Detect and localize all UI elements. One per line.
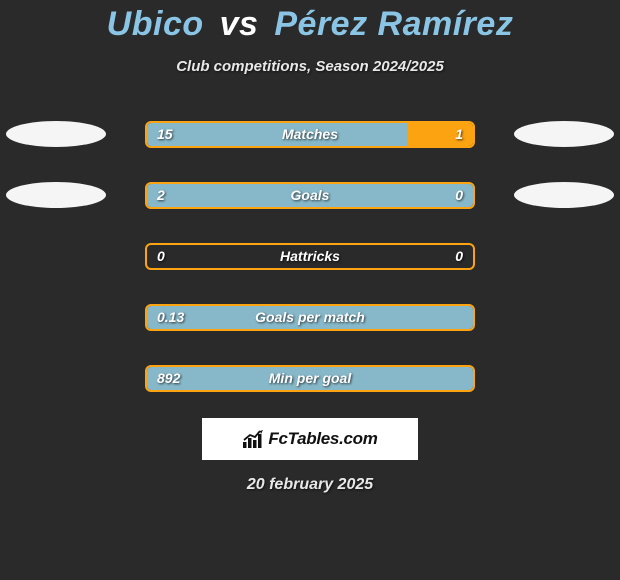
stat-left-value: 0.13 — [157, 309, 184, 325]
player2-name: Pérez Ramírez — [274, 5, 513, 43]
stat-row: 892 Min per goal — [0, 357, 620, 399]
stat-bar: 0.13 Goals per match — [145, 304, 475, 331]
player1-avatar — [2, 174, 110, 216]
subtitle: Club competitions, Season 2024/2025 — [0, 58, 620, 75]
stat-row: 2 Goals 0 — [0, 174, 620, 216]
player2-avatar — [510, 296, 618, 338]
player1-name: Ubico — [107, 5, 204, 43]
stat-left-value: 15 — [157, 126, 173, 142]
avatar-placeholder-icon — [514, 182, 614, 208]
stat-bar: 892 Min per goal — [145, 365, 475, 392]
logo-text: FcTables.com — [268, 429, 377, 449]
stat-row: 0 Hattricks 0 — [0, 235, 620, 277]
avatar-placeholder-icon — [514, 121, 614, 147]
player1-avatar — [2, 113, 110, 155]
stat-right-value: 0 — [455, 248, 463, 264]
stat-left-value: 2 — [157, 187, 165, 203]
stat-left-value: 892 — [157, 370, 180, 386]
stat-bar: 0 Hattricks 0 — [145, 243, 475, 270]
bar-right-fill — [408, 123, 473, 146]
stat-right-value: 1 — [455, 126, 463, 142]
stat-metric-label: Goals per match — [255, 309, 365, 325]
bar-left-fill — [147, 123, 408, 146]
date-text: 20 february 2025 — [0, 476, 620, 494]
stat-row: 15 Matches 1 — [0, 113, 620, 155]
stat-metric-label: Matches — [282, 126, 338, 142]
stat-right-value: 0 — [455, 187, 463, 203]
stat-bar: 2 Goals 0 — [145, 182, 475, 209]
vs-text: vs — [220, 5, 259, 43]
player2-avatar — [510, 113, 618, 155]
stat-row: 0.13 Goals per match — [0, 296, 620, 338]
page-title: Ubico vs Pérez Ramírez — [0, 5, 620, 44]
chart-icon — [242, 429, 264, 449]
fctables-logo: FcTables.com — [202, 418, 418, 460]
stat-left-value: 0 — [157, 248, 165, 264]
player2-avatar — [510, 235, 618, 277]
avatar-placeholder-icon — [6, 121, 106, 147]
player2-avatar — [510, 357, 618, 399]
player1-avatar — [2, 357, 110, 399]
stat-metric-label: Goals — [291, 187, 330, 203]
player2-avatar — [510, 174, 618, 216]
stat-metric-label: Hattricks — [280, 248, 340, 264]
player1-avatar — [2, 296, 110, 338]
stat-metric-label: Min per goal — [269, 370, 351, 386]
stat-bar: 15 Matches 1 — [145, 121, 475, 148]
player1-avatar — [2, 235, 110, 277]
stat-rows: 15 Matches 1 2 Goals 0 0 Hattricks 0 0.13 Goals pe… — [0, 113, 620, 399]
avatar-placeholder-icon — [6, 182, 106, 208]
comparison-infographic: Ubico vs Pérez Ramírez Club competitions… — [0, 0, 620, 494]
